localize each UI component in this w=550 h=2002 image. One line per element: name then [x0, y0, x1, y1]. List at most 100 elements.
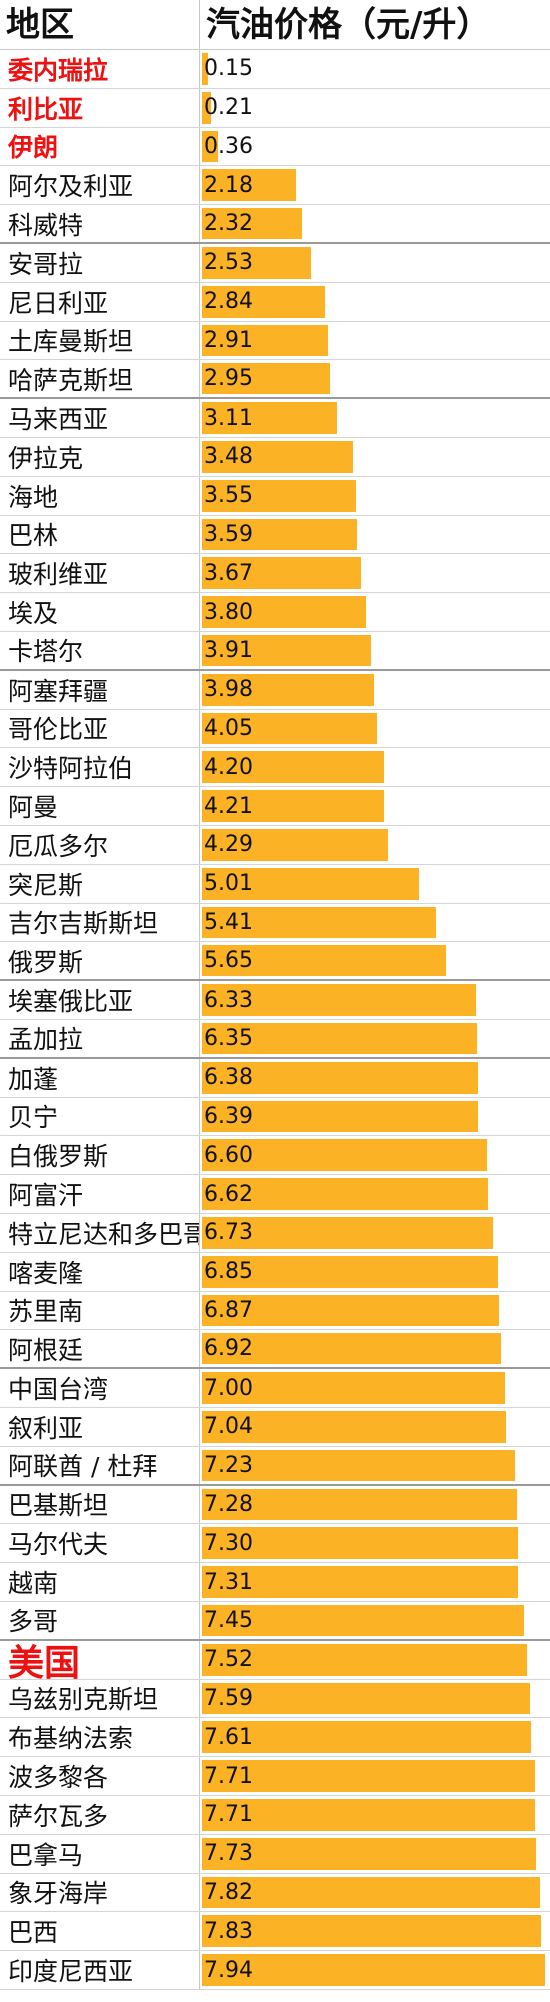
price-cell: 6.62 — [200, 1175, 550, 1213]
price-cell: 7.31 — [200, 1563, 550, 1601]
table-row: 越南 7.31 — [0, 1563, 550, 1602]
price-cell: 2.32 — [200, 205, 550, 242]
country-label: 尼日利亚 — [0, 282, 200, 321]
country-label: 象牙海岸 — [0, 1873, 200, 1912]
country-label: 利比亚 — [0, 88, 200, 127]
price-cell: 0.36 — [200, 128, 550, 166]
price-bar — [202, 324, 328, 357]
price-cell: 5.65 — [200, 942, 550, 979]
price-cell: 2.84 — [200, 283, 550, 321]
price-value: 2.53 — [204, 250, 253, 276]
country-label: 阿富汗 — [0, 1175, 200, 1213]
country-label: 加蓬 — [0, 1058, 200, 1097]
price-value: 4.05 — [204, 715, 253, 741]
country-label: 伊拉克 — [0, 438, 200, 476]
price-value: 7.04 — [204, 1414, 253, 1440]
country-label: 乌兹别克斯坦 — [0, 1679, 200, 1718]
table-row: 马尔代夫 7.30 — [0, 1524, 550, 1564]
price-cell: 3.91 — [200, 632, 550, 669]
price-cell: 7.82 — [200, 1874, 550, 1912]
country-label: 埃及 — [0, 593, 200, 631]
price-bar — [202, 1333, 502, 1365]
price-cell: 7.61 — [200, 1718, 550, 1756]
price-cell: 7.73 — [200, 1835, 550, 1873]
price-value: 3.98 — [204, 677, 253, 703]
country-label: 贝宁 — [0, 1097, 200, 1136]
country-label: 美国 — [0, 1640, 200, 1679]
price-bar — [202, 402, 337, 434]
price-bar — [202, 945, 447, 977]
country-label: 沙特阿拉伯 — [0, 748, 200, 787]
price-cell: 7.04 — [200, 1408, 550, 1446]
price-value: 3.80 — [204, 599, 253, 625]
price-value: 7.45 — [204, 1607, 253, 1633]
price-value: 6.62 — [204, 1181, 253, 1207]
table-row: 孟加拉 6.35 — [0, 1020, 550, 1059]
table-row: 卡塔尔 3.91 — [0, 632, 550, 671]
price-cell: 5.01 — [200, 865, 550, 903]
country-label: 萨尔瓦多 — [0, 1796, 200, 1834]
price-bar — [202, 1954, 546, 1986]
price-bar — [202, 1100, 479, 1133]
price-cell: 3.98 — [200, 671, 550, 709]
country-label: 印度尼西亚 — [0, 1951, 200, 1989]
country-label: 伊朗 — [0, 127, 200, 166]
country-label: 哈萨克斯坦 — [0, 360, 200, 398]
price-bar — [202, 751, 384, 784]
table-row: 埃及 3.80 — [0, 593, 550, 632]
country-label: 阿根廷 — [0, 1330, 200, 1368]
price-cell: 6.35 — [200, 1020, 550, 1057]
price-bar — [202, 1178, 489, 1210]
country-label: 土库曼斯坦 — [0, 321, 200, 360]
country-label: 委内瑞拉 — [0, 50, 200, 88]
price-bar — [202, 1023, 477, 1054]
table-row: 沙特阿拉伯 4.20 — [0, 748, 550, 788]
price-bar — [202, 1411, 507, 1443]
price-cell: 0.15 — [200, 50, 550, 88]
country-label: 巴西 — [0, 1912, 200, 1951]
country-label: 科威特 — [0, 205, 200, 242]
table-row: 苏里南 6.87 — [0, 1291, 550, 1331]
table-row: 科威特 2.32 — [0, 205, 550, 244]
price-cell: 2.91 — [200, 322, 550, 360]
table-row: 阿曼 4.21 — [0, 787, 550, 826]
table-row: 利比亚 0.21 — [0, 88, 550, 128]
price-value: 5.01 — [204, 871, 253, 897]
price-bar — [202, 1527, 518, 1560]
price-bar — [202, 867, 419, 900]
price-bar — [202, 712, 378, 745]
table-row: 土库曼斯坦 2.91 — [0, 321, 550, 361]
price-cell: 7.59 — [200, 1680, 550, 1718]
price-cell: 3.48 — [200, 438, 550, 476]
price-value: 7.31 — [204, 1569, 253, 1595]
price-bar — [202, 1488, 517, 1521]
price-cell: 6.73 — [200, 1214, 550, 1252]
price-value: 7.71 — [204, 1802, 253, 1828]
price-bar — [202, 518, 358, 551]
price-value: 5.41 — [204, 909, 253, 935]
country-label: 俄罗斯 — [0, 942, 200, 980]
price-value: 6.38 — [204, 1065, 253, 1091]
price-value: 6.85 — [204, 1259, 253, 1285]
price-cell: 2.53 — [200, 244, 550, 282]
country-label: 马来西亚 — [0, 399, 200, 437]
price-bar — [202, 247, 312, 279]
table-row: 巴西 7.83 — [0, 1912, 550, 1952]
country-label: 布基纳法索 — [0, 1718, 200, 1757]
price-cell: 7.45 — [200, 1602, 550, 1639]
table-row: 巴拿马 7.73 — [0, 1834, 550, 1874]
table-row: 尼日利亚 2.84 — [0, 282, 550, 322]
price-value: 6.33 — [204, 987, 253, 1013]
price-value: 3.67 — [204, 560, 253, 586]
price-bar — [202, 363, 330, 395]
price-cell: 7.83 — [200, 1912, 550, 1950]
country-label: 苏里南 — [0, 1291, 200, 1330]
table-row: 伊拉克 3.48 — [0, 438, 550, 477]
country-label: 巴林 — [0, 515, 200, 554]
price-cell: 7.00 — [200, 1369, 550, 1407]
price-bar — [202, 1449, 515, 1481]
price-cell: 4.05 — [200, 710, 550, 748]
price-bar — [202, 829, 388, 861]
price-value: 6.39 — [204, 1103, 253, 1129]
